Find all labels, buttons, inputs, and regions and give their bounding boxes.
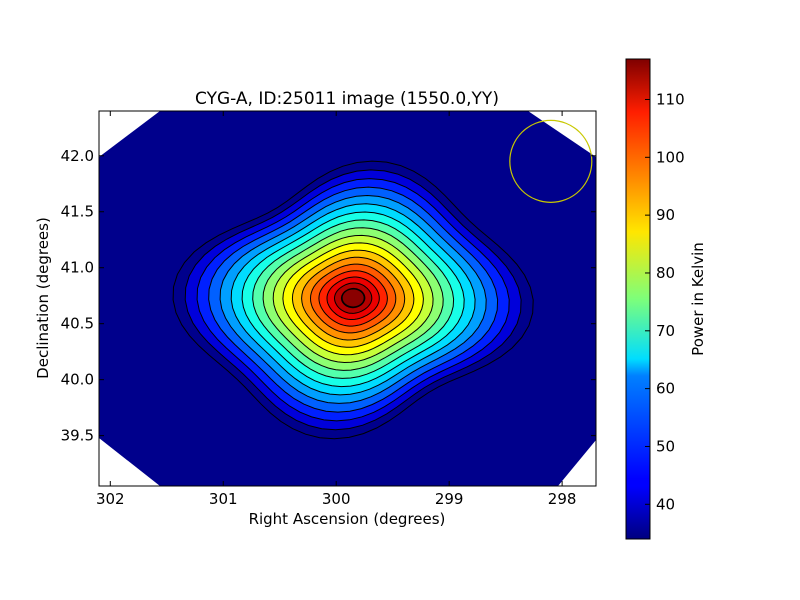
- contour-lines: [172, 160, 534, 440]
- contour-line: [230, 203, 476, 396]
- colorbar-tick-label: 70: [656, 322, 675, 340]
- peak-core: [341, 288, 365, 308]
- contour-line: [208, 186, 499, 413]
- contour-line: [272, 234, 434, 364]
- colorbar-label: Power in Kelvin: [689, 242, 707, 356]
- contour-line: [219, 194, 487, 404]
- contour-line: [309, 263, 397, 334]
- contour-line: [318, 270, 388, 327]
- contour-line: [301, 256, 406, 341]
- x-tick-label: 301: [209, 490, 238, 508]
- contour-line: [262, 227, 444, 371]
- y-tick-label: 40.5: [61, 315, 94, 333]
- y-axis-label: Declination (degrees): [34, 217, 52, 379]
- y-axis-ticks: 39.5 40.0 40.5 41.0 41.5 42.0: [61, 147, 596, 445]
- x-axis-label: Right Ascension (degrees): [249, 510, 446, 528]
- contour-line: [184, 169, 522, 431]
- contour-line: [196, 178, 510, 422]
- y-tick-label: 39.5: [61, 427, 94, 445]
- x-tick-label: 298: [548, 490, 577, 508]
- colorbar-gradient: [625, 58, 651, 540]
- x-tick-label: 302: [96, 490, 125, 508]
- x-axis-ticks: 302 301 300 299 298: [96, 111, 576, 508]
- x-tick-label: 300: [322, 490, 351, 508]
- contour-line: [291, 249, 415, 348]
- colorbar: 40 50 60 70 80 90 100 110 Power in Kelvin: [625, 58, 707, 540]
- contour-line: [241, 211, 465, 388]
- beam-circle: [509, 119, 593, 203]
- contour-line: [172, 160, 534, 440]
- plot-area: 302 301 300 299 298 39.5 40.0 40.5 41.0 41.5 42.0…: [34, 89, 597, 528]
- colorbar-tick-label: 110: [656, 90, 685, 108]
- contour-line: [326, 276, 380, 320]
- contour-line: [282, 242, 424, 356]
- colorbar-tick-label: 50: [656, 437, 675, 455]
- contour-line: [333, 282, 373, 314]
- colorbar-tick-label: 60: [656, 380, 675, 398]
- colorbar-tick-label: 90: [656, 206, 675, 224]
- y-tick-label: 40.0: [61, 371, 94, 389]
- contour-line: [252, 219, 455, 379]
- colorbar-tick-label: 40: [656, 495, 675, 513]
- x-tick-label: 299: [435, 490, 464, 508]
- colorbar-tick-label: 80: [656, 264, 675, 282]
- colorbar-tick-label: 100: [656, 148, 685, 166]
- y-tick-label: 41.0: [61, 259, 94, 277]
- contour-line: [340, 287, 366, 309]
- plot-frame: [98, 110, 597, 487]
- chart-title: CYG-A, ID:25011 image (1550.0,YY): [195, 89, 499, 109]
- y-tick-label: 41.5: [61, 203, 94, 221]
- source-emission: [173, 161, 534, 439]
- y-tick-label: 42.0: [61, 147, 94, 165]
- colorbar-ticks: 40 50 60 70 80 90 100 110: [645, 90, 685, 513]
